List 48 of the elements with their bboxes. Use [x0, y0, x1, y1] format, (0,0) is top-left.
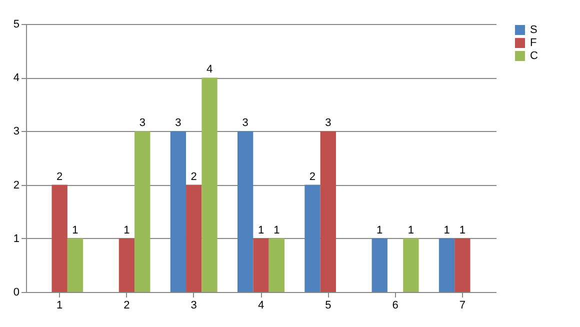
y-tick-label: 0 [13, 286, 20, 298]
data-label: 3 [139, 117, 146, 130]
bar [372, 238, 388, 292]
y-tick-label: 1 [13, 232, 20, 245]
legend-label: C [530, 50, 538, 62]
data-label: 1 [258, 224, 264, 236]
data-label: 2 [190, 170, 197, 183]
data-label: 1 [459, 224, 466, 236]
data-label: 3 [242, 117, 248, 130]
x-tick-label: 3 [190, 300, 197, 312]
y-tick-label: 2 [13, 179, 20, 192]
x-tick-label: 6 [392, 300, 398, 312]
bar [52, 184, 68, 292]
bar [202, 78, 218, 292]
data-label: 1 [274, 224, 280, 236]
bar [320, 131, 336, 292]
bar [134, 131, 150, 292]
x-tick-label: 5 [325, 300, 332, 312]
bar [454, 238, 470, 292]
bar [186, 184, 202, 292]
legend-label: F [530, 37, 537, 49]
bar [118, 238, 135, 292]
data-label: 1 [444, 224, 450, 236]
legend-label: S [530, 24, 538, 36]
y-tick-label: 3 [13, 126, 20, 138]
data-label: 3 [175, 117, 182, 130]
bar [170, 131, 186, 292]
bar [268, 238, 284, 292]
x-tick-label: 7 [459, 300, 466, 312]
x-tick-label: 1 [56, 300, 63, 312]
y-tick-label: 4 [13, 72, 20, 84]
data-label: 3 [325, 117, 332, 130]
bar [304, 184, 320, 292]
bar [403, 238, 419, 292]
bar [67, 238, 84, 292]
y-tick-label: 5 [13, 18, 20, 30]
data-label: 2 [309, 170, 316, 183]
data-label: 1 [124, 224, 130, 236]
bar [238, 131, 254, 292]
x-tick-label: 4 [258, 300, 264, 312]
bar [253, 238, 269, 292]
data-label: 1 [376, 224, 383, 236]
x-tick-label: 2 [124, 300, 130, 312]
bar [438, 238, 455, 292]
data-label: 1 [72, 224, 78, 236]
data-label: 1 [408, 224, 414, 236]
data-label: 4 [206, 64, 213, 76]
data-label: 2 [56, 170, 63, 183]
